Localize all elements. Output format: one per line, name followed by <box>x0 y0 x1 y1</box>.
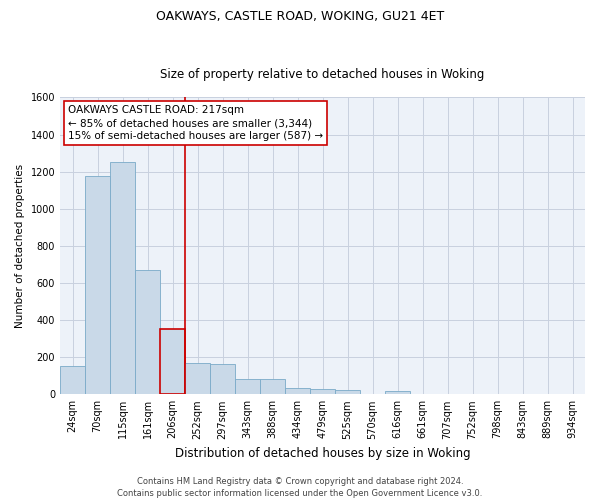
Text: Contains HM Land Registry data © Crown copyright and database right 2024.
Contai: Contains HM Land Registry data © Crown c… <box>118 476 482 498</box>
Bar <box>160 330 185 394</box>
Bar <box>260 380 285 394</box>
Bar <box>135 270 160 394</box>
Bar <box>235 380 260 394</box>
Bar <box>285 388 310 394</box>
Bar <box>310 389 335 394</box>
Bar <box>60 366 85 394</box>
X-axis label: Distribution of detached houses by size in Woking: Distribution of detached houses by size … <box>175 447 470 460</box>
Bar <box>185 363 210 394</box>
Title: Size of property relative to detached houses in Woking: Size of property relative to detached ho… <box>160 68 485 81</box>
Text: OAKWAYS CASTLE ROAD: 217sqm
← 85% of detached houses are smaller (3,344)
15% of : OAKWAYS CASTLE ROAD: 217sqm ← 85% of det… <box>68 105 323 142</box>
Bar <box>210 364 235 394</box>
Y-axis label: Number of detached properties: Number of detached properties <box>15 164 25 328</box>
Bar <box>110 162 135 394</box>
Bar <box>385 391 410 394</box>
Text: OAKWAYS, CASTLE ROAD, WOKING, GU21 4ET: OAKWAYS, CASTLE ROAD, WOKING, GU21 4ET <box>156 10 444 23</box>
Bar <box>85 176 110 394</box>
Bar <box>335 390 360 394</box>
